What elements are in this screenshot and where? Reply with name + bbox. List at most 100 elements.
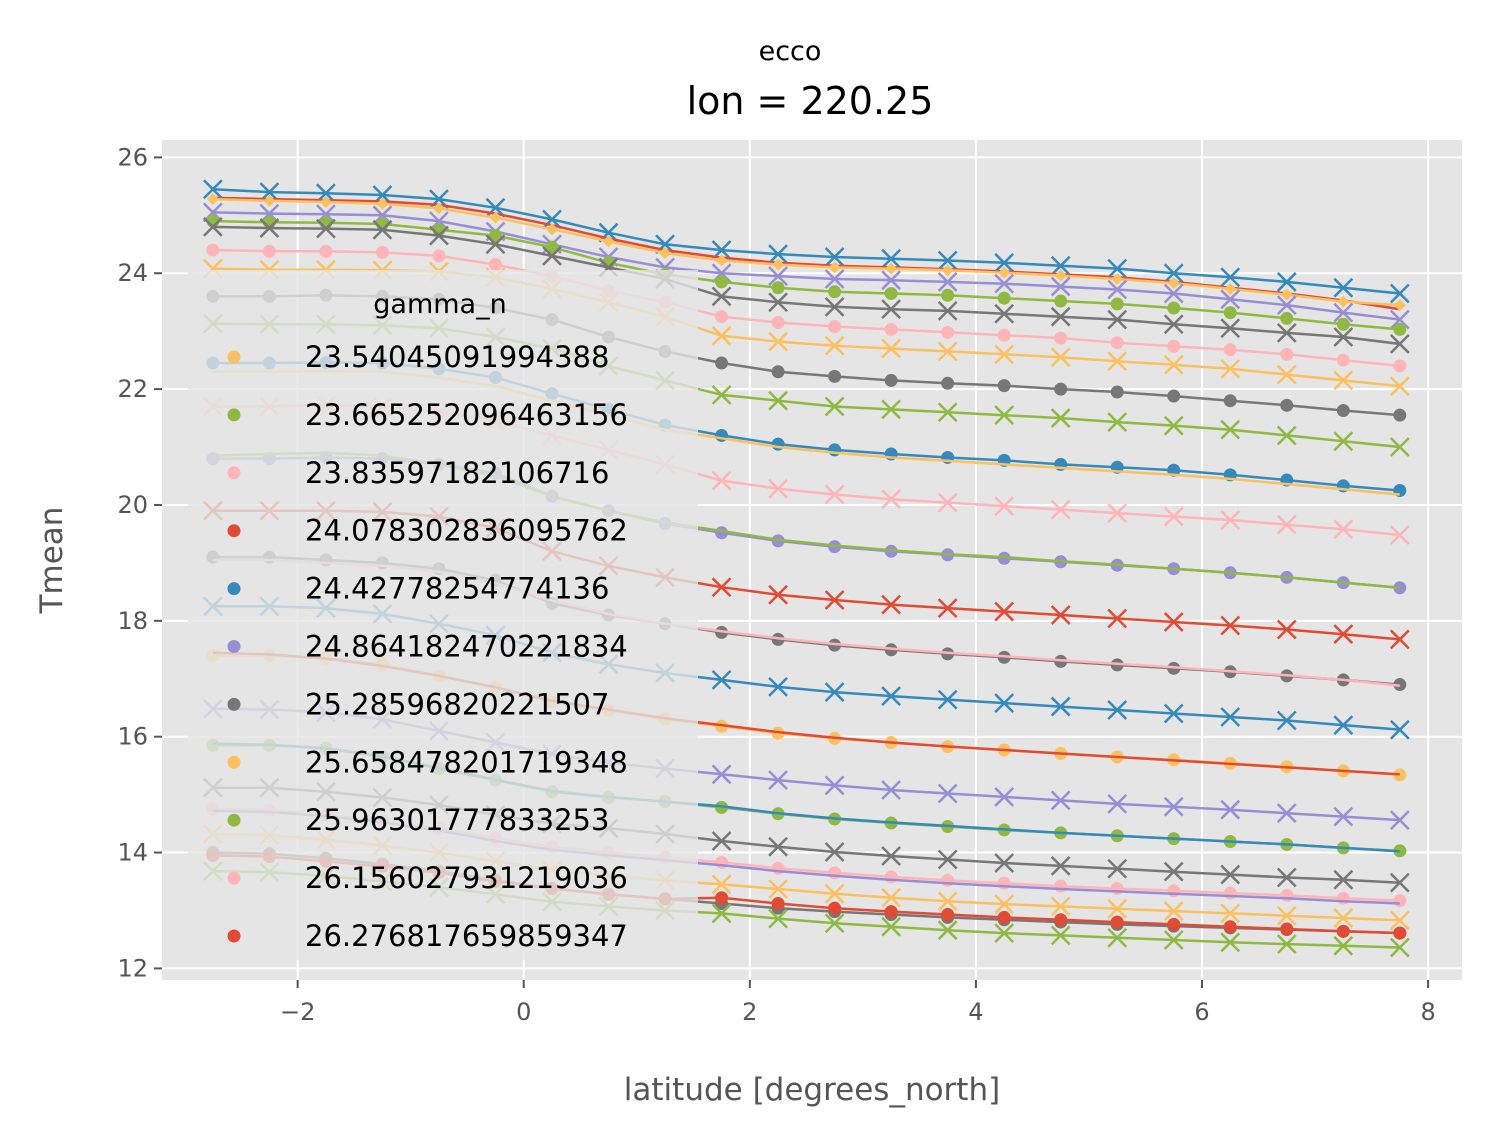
data-point [659,246,672,259]
data-point [1220,615,1241,636]
data-point [1220,358,1241,379]
data-point [824,247,845,267]
data-point [884,373,898,387]
data-point [1389,283,1410,304]
data-point [768,770,788,791]
data-point [1333,327,1354,347]
data-point [206,243,220,257]
data-point [1054,879,1068,893]
data-point [1336,891,1350,905]
data-point [1110,297,1124,311]
legend-entry: 24.42778254774136 [227,572,609,606]
series-line [212,248,1400,368]
data-point [1110,385,1124,399]
data-point [1389,910,1410,931]
data-point [937,301,958,321]
data-point [202,179,223,200]
data-point [1167,339,1181,353]
data-point [711,325,732,346]
data-point [884,322,898,336]
data-point [1050,896,1071,917]
data-point [824,682,845,702]
legend-label: 23.54045091994388 [305,340,609,374]
data-point [206,193,219,206]
data-point [1220,864,1241,885]
data-point [1220,799,1241,820]
data-point [202,217,223,237]
data-point [828,369,842,383]
y-tick-label: 24 [117,259,148,287]
data-point [771,315,785,329]
data-point [429,211,449,231]
data-point [828,261,841,274]
data-point [1389,872,1410,893]
data-point [768,908,788,929]
y-axis-label: Tmean [34,507,70,615]
data-point [994,601,1015,622]
data-point [1107,700,1128,720]
data-point [319,244,333,258]
data-point [1336,353,1350,367]
data-point [1224,282,1237,295]
legend-label: 26.276817659859347 [305,919,628,953]
data-point [1333,624,1354,645]
data-point [1276,514,1297,535]
data-point [772,258,785,271]
data-point [715,275,729,289]
data-point [884,905,898,919]
data-point [768,292,788,313]
data-point [1389,937,1410,958]
data-point [1393,768,1407,782]
data-point [1107,608,1128,629]
data-point [1333,908,1354,928]
data-point [1389,525,1410,545]
legend-title: gamma_n [373,289,506,320]
data-point [1163,263,1184,284]
y-tick-label: 20 [117,491,148,519]
data-point [881,846,902,866]
data-point [711,903,732,924]
data-point [1280,311,1294,325]
legend-label: 24.864182470221834 [305,630,628,664]
data-point [1223,343,1237,357]
data-point [994,252,1015,273]
data-point [824,913,845,934]
data-point [711,577,732,598]
legend-entry: 26.156027931219036 [227,861,628,895]
legend-entry: 23.83597182106716 [227,456,609,490]
legend-entries: 23.54045091994388 23.665252096463156 23.83… [227,340,628,953]
data-point [1276,803,1297,824]
data-point [941,325,955,339]
data-point [994,787,1015,807]
data-point [994,693,1015,713]
data-point [1276,425,1297,446]
x-axis-label: latitude [degrees_north] [624,1072,1000,1108]
data-point [768,584,788,605]
legend-label: 26.156027931219036 [305,861,628,895]
data-point [768,244,788,265]
data-point [1054,913,1068,927]
data-point [937,272,958,292]
data-point [768,266,788,287]
y-tick-label: 14 [117,839,148,867]
data-point [1167,301,1181,315]
data-point [263,194,276,207]
legend-marker [227,755,241,769]
data-point [1050,347,1071,368]
data-point [1276,295,1297,315]
data-point [828,901,842,915]
data-point [1163,930,1184,950]
data-point [828,866,842,880]
data-point [715,310,729,324]
data-point [1110,881,1124,895]
data-point [824,842,845,862]
data-point [1393,299,1406,312]
data-point [546,223,558,236]
data-point [881,399,902,420]
y-tick-label: 26 [117,143,148,171]
data-point [881,887,902,908]
legend-marker [227,408,241,422]
data-point [1054,294,1068,308]
data-point [1280,347,1294,361]
data-point [1393,894,1407,908]
